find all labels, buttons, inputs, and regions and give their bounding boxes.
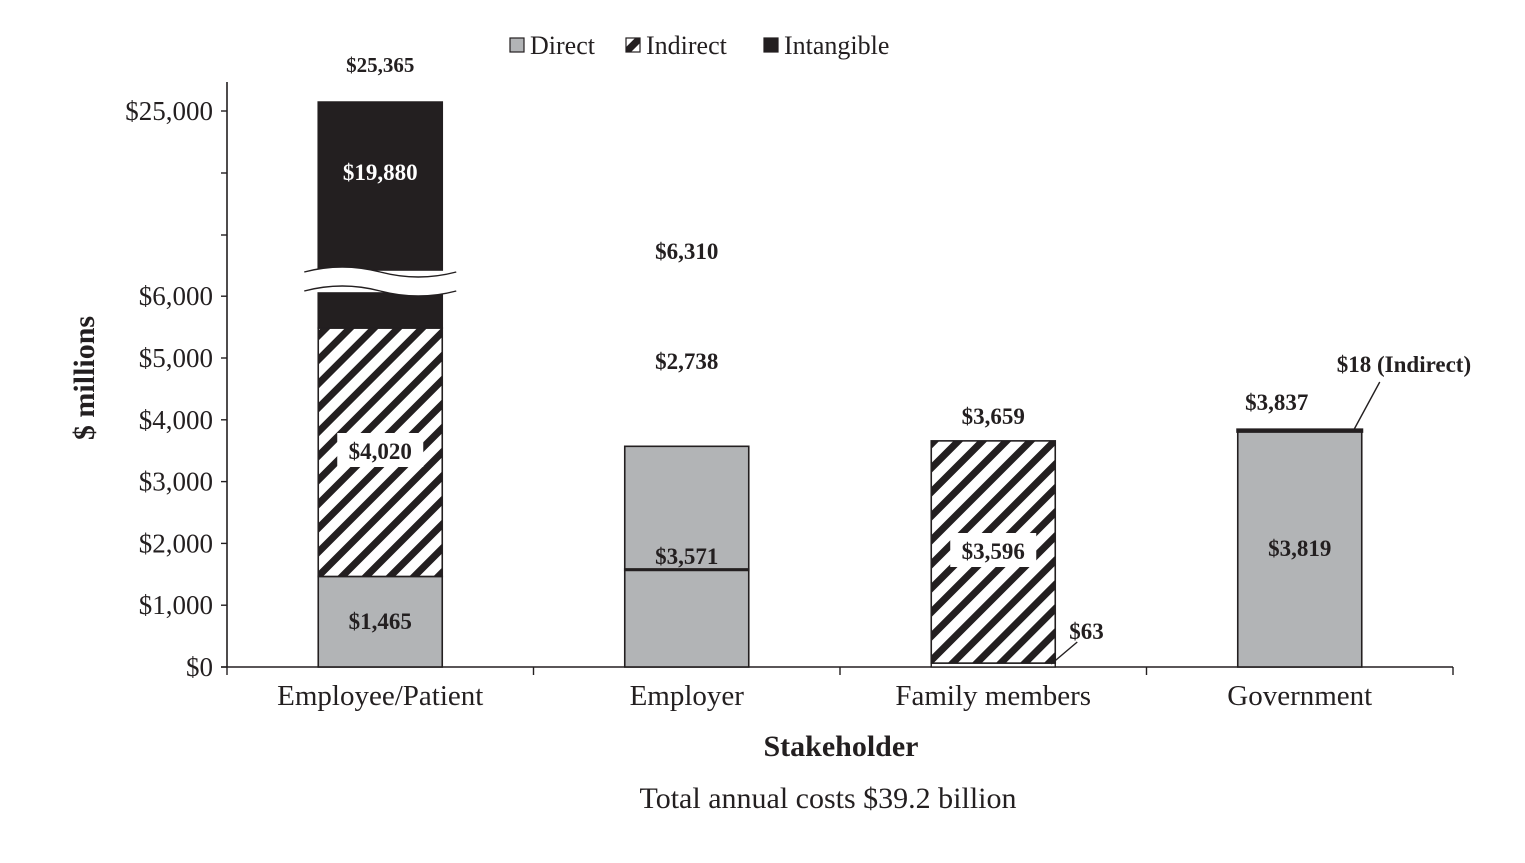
segment-value-label: $3,571 [655,544,718,569]
bar-segment-direct [1236,430,1363,668]
chart-caption: Total annual costs $39.2 billion [639,782,1016,815]
data-labels: $1,465 $4,020 $19,880 $3,571 $2,738 $3,596 $3,… [337,53,1471,665]
total-value-label: $3,659 [962,404,1025,429]
data-label-bg [643,343,730,377]
bar-segment-indirect [623,568,750,572]
segment-value-label: $2,738 [655,349,718,374]
y-tick-label: $1,000 [139,590,213,620]
segment-value-label: $19,880 [343,160,418,185]
legend: Direct Indirect Intangible [509,31,889,60]
bar-segment-indirect [1236,428,1364,433]
bars [304,101,1364,668]
segment-value-label: $4,020 [349,439,412,464]
legend-swatch [509,37,525,53]
bar-segment-intangible [317,292,444,329]
segment-value-label: $1,465 [349,609,412,634]
segment-value-label: $3,819 [1268,536,1331,561]
y-tick-label: $2,000 [139,528,213,558]
data-label-bg [337,433,424,467]
total-value-label: $3,837 [1245,390,1308,415]
y-tick-label: $3,000 [139,467,213,497]
y-tick-label: $4,000 [139,405,213,435]
annotation-label: $18 (Indirect) [1337,352,1471,377]
legend-swatch [763,37,779,53]
legend-swatch [625,37,641,53]
bar-segment-direct [623,445,750,668]
axis-break-line [304,285,457,297]
x-axis-title: Stakeholder [763,730,918,763]
callout-label-intangible: $63 [1069,619,1104,644]
bar-segment-intangible [317,101,444,271]
x-category-label: Family members [895,680,1091,712]
legend-label: Intangible [784,31,889,60]
y-tick-label: $5,000 [139,343,213,373]
axis-break-line [304,266,457,278]
axes: $0 $1,000 $2,000 $3,000 $4,000 $5,000 $6,000 $2… [125,82,1454,712]
y-tick-label: $6,000 [139,281,213,311]
data-label-bg [950,533,1037,567]
y-tick-label: $0 [186,652,213,682]
x-category-label: Government [1227,680,1372,712]
callout-line [1050,641,1078,665]
x-category-label: Employee/Patient [277,680,483,712]
callout-line [1353,381,1381,431]
x-category-label: Employer [630,680,745,712]
legend-label: Direct [530,31,596,60]
total-value-label: $6,310 [655,239,718,264]
total-value-label: $25,365 [346,53,414,77]
axis-break-gap [304,267,457,296]
segment-value-label: $3,596 [962,539,1025,564]
y-axis-title: $ millions [68,316,101,440]
y-tick-label: $25,000 [125,96,213,126]
legend-label: Indirect [646,31,728,60]
bar-segment-direct [317,575,444,668]
